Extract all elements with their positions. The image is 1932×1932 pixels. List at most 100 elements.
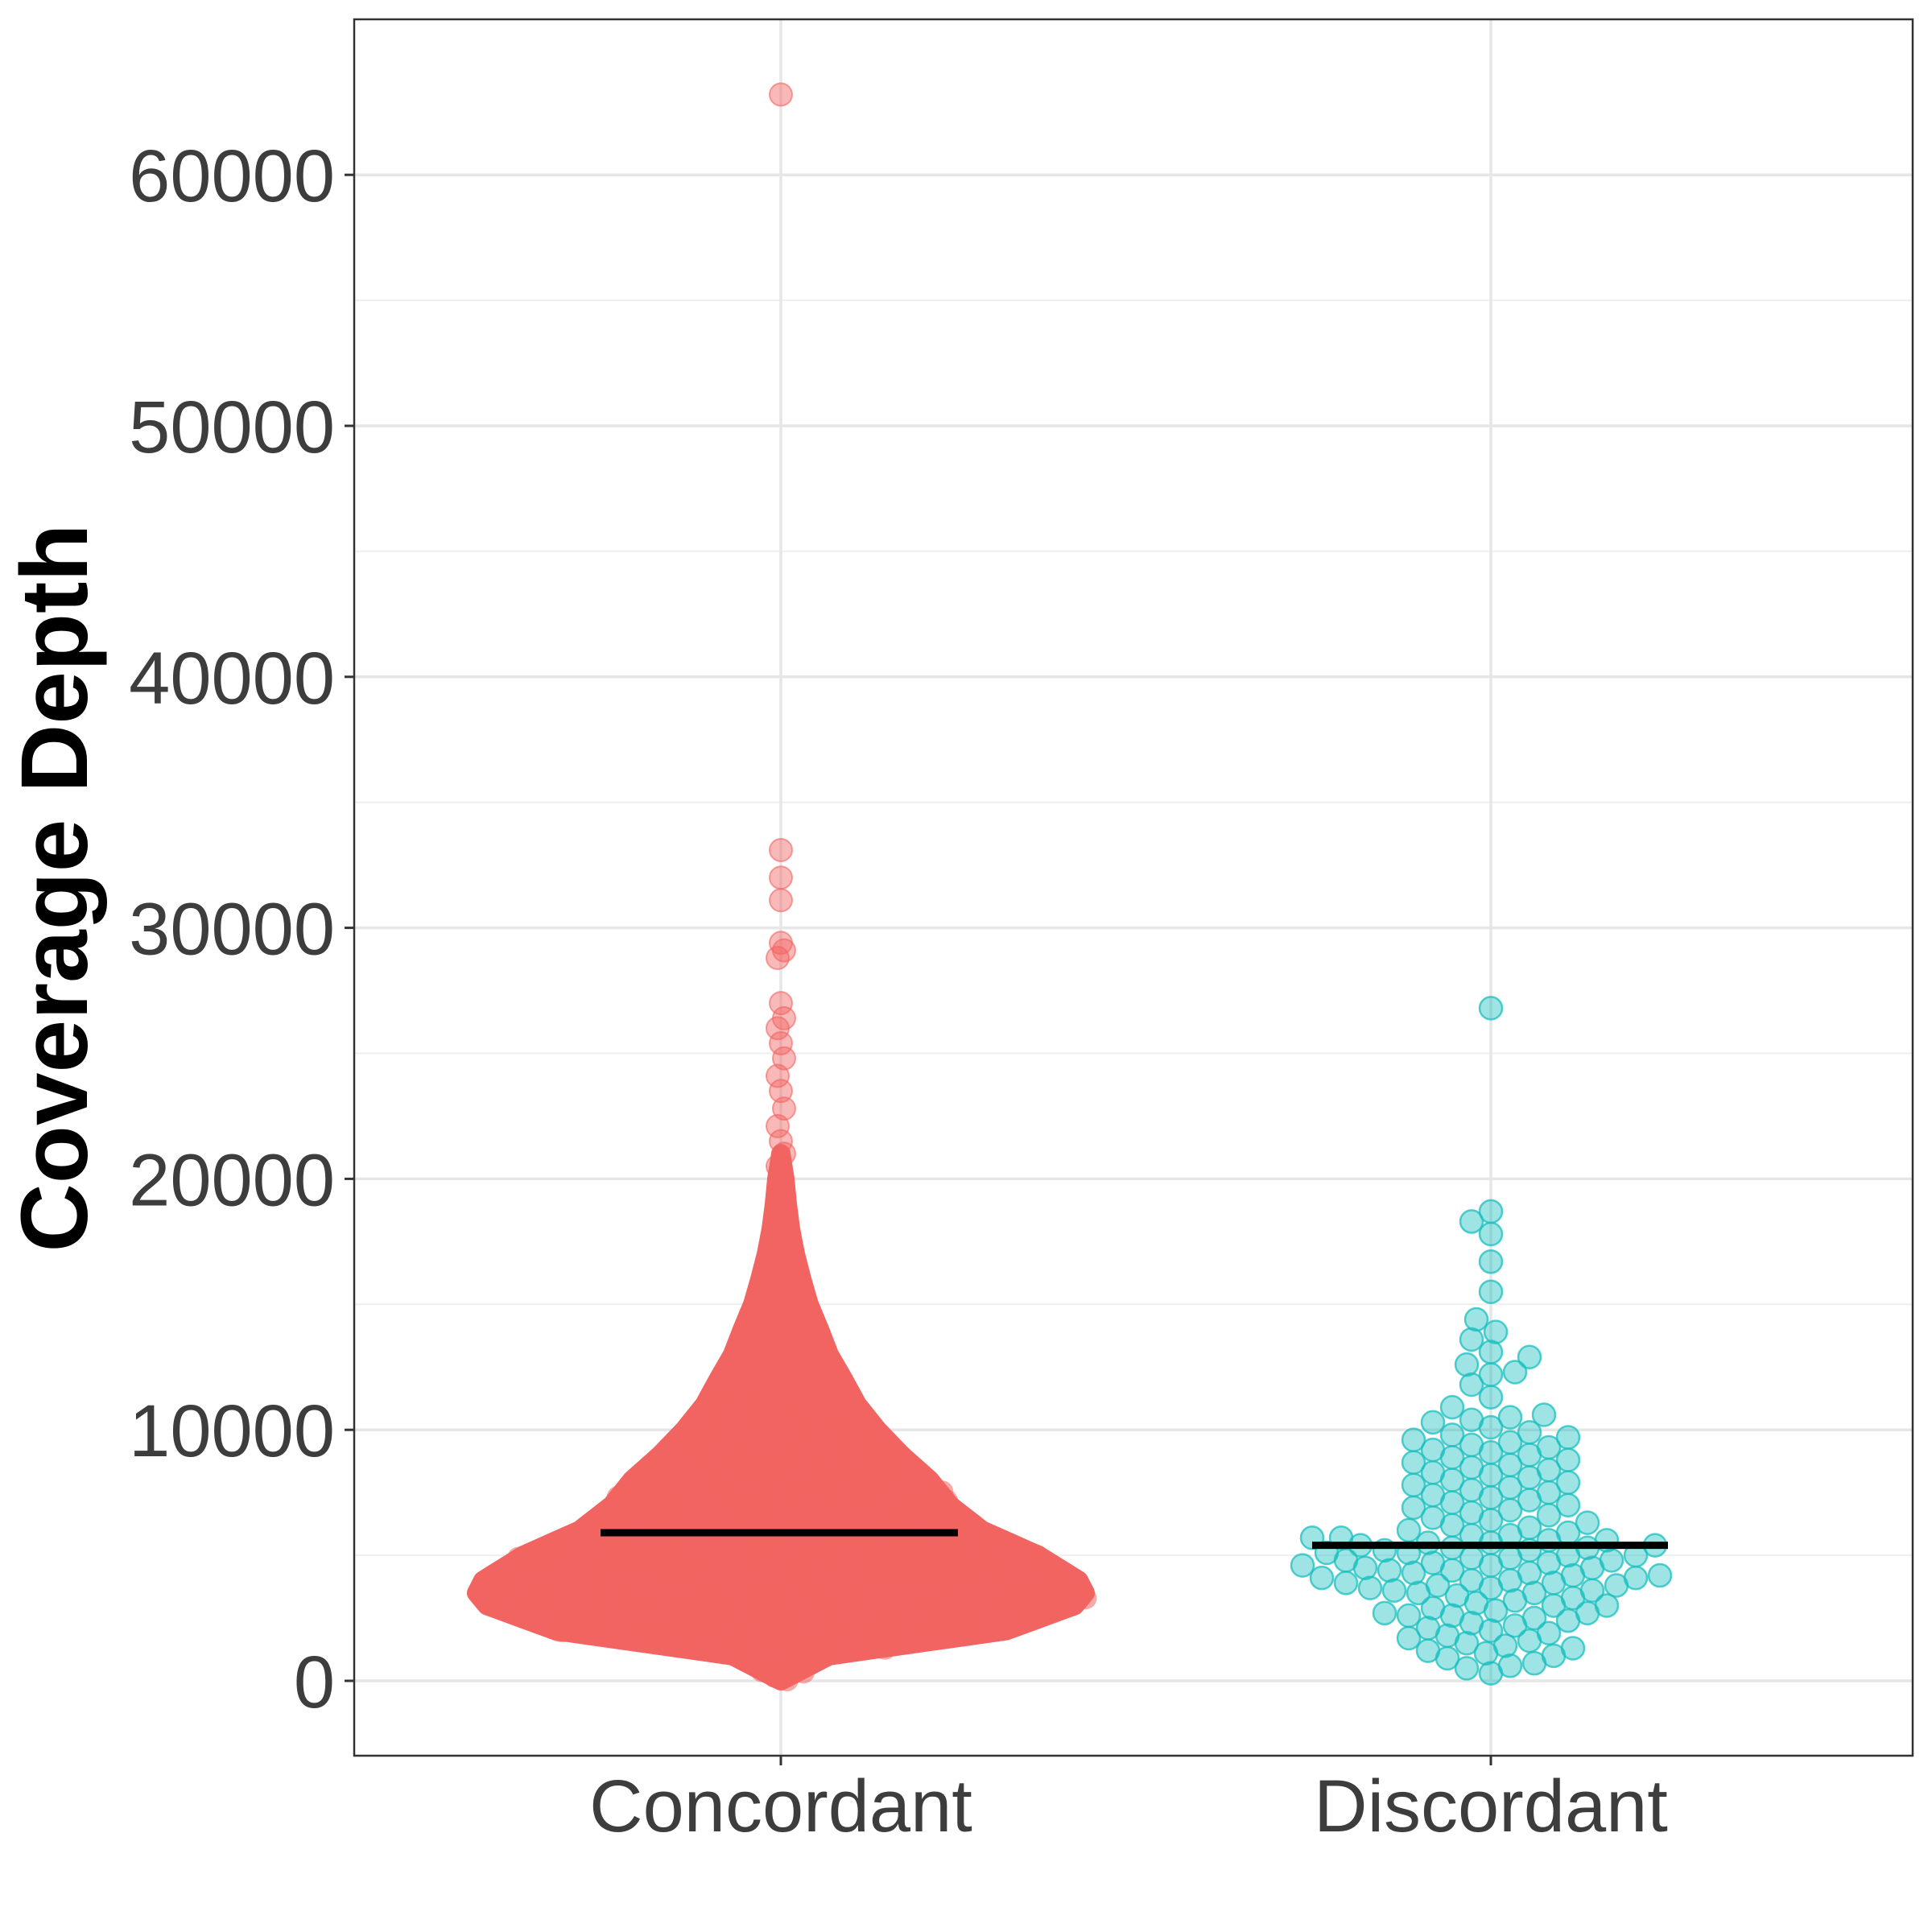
discordant-point	[1454, 1656, 1480, 1681]
discordant-point	[1478, 1221, 1504, 1247]
x-axis: Concordant Discordant	[589, 1756, 1668, 1847]
discordant-point	[1497, 1405, 1523, 1430]
discordant-point	[1459, 1407, 1484, 1432]
concordant-point	[862, 1430, 886, 1454]
concordant-point	[551, 1620, 574, 1643]
concordant-point	[743, 1542, 766, 1566]
y-tick-label: 60000	[129, 135, 335, 217]
discordant-point	[1463, 1307, 1489, 1332]
discordant-point	[1502, 1360, 1528, 1385]
concordant-point	[922, 1593, 945, 1616]
concordant-point	[630, 1618, 653, 1641]
discordant-point	[1579, 1578, 1605, 1604]
concordant-point	[782, 1481, 806, 1505]
concordant-point	[769, 1079, 793, 1104]
discordant-point	[1420, 1410, 1446, 1435]
discordant-point	[1478, 1362, 1504, 1387]
concordant-point	[635, 1591, 658, 1615]
concordant-point	[940, 1614, 964, 1637]
concordant-point	[774, 1396, 798, 1419]
discordant-point	[1415, 1638, 1441, 1663]
concordant-point	[769, 991, 793, 1016]
concordant-point	[1026, 1580, 1050, 1604]
discordant-point	[1555, 1425, 1581, 1450]
concordant-point	[774, 1655, 797, 1678]
discordant-point	[1415, 1616, 1441, 1641]
concordant-point	[539, 1550, 562, 1573]
concordant-point	[742, 1395, 766, 1418]
concordant-point	[886, 1624, 910, 1648]
discordant-point	[1478, 1279, 1504, 1304]
discordant-point	[1444, 1583, 1470, 1608]
concordant-point	[732, 1496, 755, 1520]
concordant-point	[583, 1612, 606, 1635]
y-tick-label: 20000	[129, 1139, 335, 1221]
concordant-point	[745, 1448, 768, 1472]
concordant-point	[663, 1567, 687, 1590]
discordant-point	[1459, 1432, 1484, 1458]
discordant-point	[1478, 1385, 1504, 1410]
discordant-point	[1478, 1340, 1504, 1364]
discordant-point	[1401, 1560, 1426, 1586]
discordant-point	[1459, 1209, 1484, 1234]
discordant-point	[1396, 1603, 1422, 1629]
y-tick-label: 40000	[129, 638, 335, 720]
discordant-point	[1425, 1573, 1451, 1598]
discordant-point	[1420, 1550, 1446, 1575]
plot-border	[353, 18, 1914, 1757]
concordant-point	[835, 1431, 858, 1455]
concordant-point	[800, 1470, 824, 1493]
discordant-point	[1594, 1593, 1620, 1618]
concordant-point	[683, 1557, 707, 1580]
discordant-point	[1309, 1565, 1335, 1591]
median-lines	[601, 1529, 1668, 1550]
concordant-point	[726, 1624, 749, 1647]
concordant-point	[887, 1455, 910, 1478]
discordant-point	[1439, 1422, 1465, 1447]
concordant-point	[685, 1448, 708, 1472]
discordant-point	[1497, 1430, 1523, 1455]
discordant-point	[1521, 1605, 1547, 1631]
concordant-point	[766, 946, 790, 971]
concordant-point	[524, 1586, 547, 1609]
concordant-point	[766, 1063, 790, 1088]
concordant-point	[769, 1166, 793, 1191]
discordant-point	[1401, 1427, 1426, 1452]
y-tick-label: 10000	[129, 1390, 335, 1472]
concordant-point	[769, 837, 793, 862]
concordant-point	[799, 1578, 822, 1601]
discordant-point	[1623, 1565, 1649, 1591]
concordant-point	[774, 1610, 797, 1633]
concordant-point	[819, 1636, 843, 1659]
discordant-point	[1555, 1447, 1581, 1472]
concordant-point	[978, 1525, 1001, 1548]
concordant-point	[587, 1520, 610, 1543]
concordant-point	[609, 1589, 633, 1612]
discordant-point	[1396, 1517, 1422, 1543]
concordant-point	[582, 1563, 605, 1587]
concordant-point	[935, 1489, 959, 1513]
discordant-point	[1420, 1596, 1446, 1620]
discordant-point	[1333, 1571, 1359, 1596]
concordant-point	[766, 1113, 790, 1138]
discordant-point	[1555, 1470, 1581, 1495]
concordant-point	[612, 1539, 635, 1563]
discordant-point	[1357, 1575, 1383, 1600]
concordant-point	[682, 1629, 705, 1652]
discordant-point	[1401, 1472, 1426, 1498]
concordant-point	[874, 1476, 898, 1500]
concordant-point	[769, 888, 793, 913]
discordant-point	[1521, 1580, 1547, 1606]
concordant-point	[769, 82, 793, 107]
concordant-point	[631, 1490, 654, 1513]
concordant-point	[997, 1583, 1021, 1606]
y-tick-label: 0	[294, 1641, 335, 1724]
concordant-point	[781, 1442, 804, 1465]
concordant-point	[874, 1604, 898, 1627]
concordant-point	[854, 1624, 877, 1647]
concordant-point	[880, 1566, 903, 1589]
discordant-point	[1483, 1319, 1509, 1344]
concordant-point	[932, 1553, 956, 1576]
concordant-point	[772, 1141, 796, 1166]
